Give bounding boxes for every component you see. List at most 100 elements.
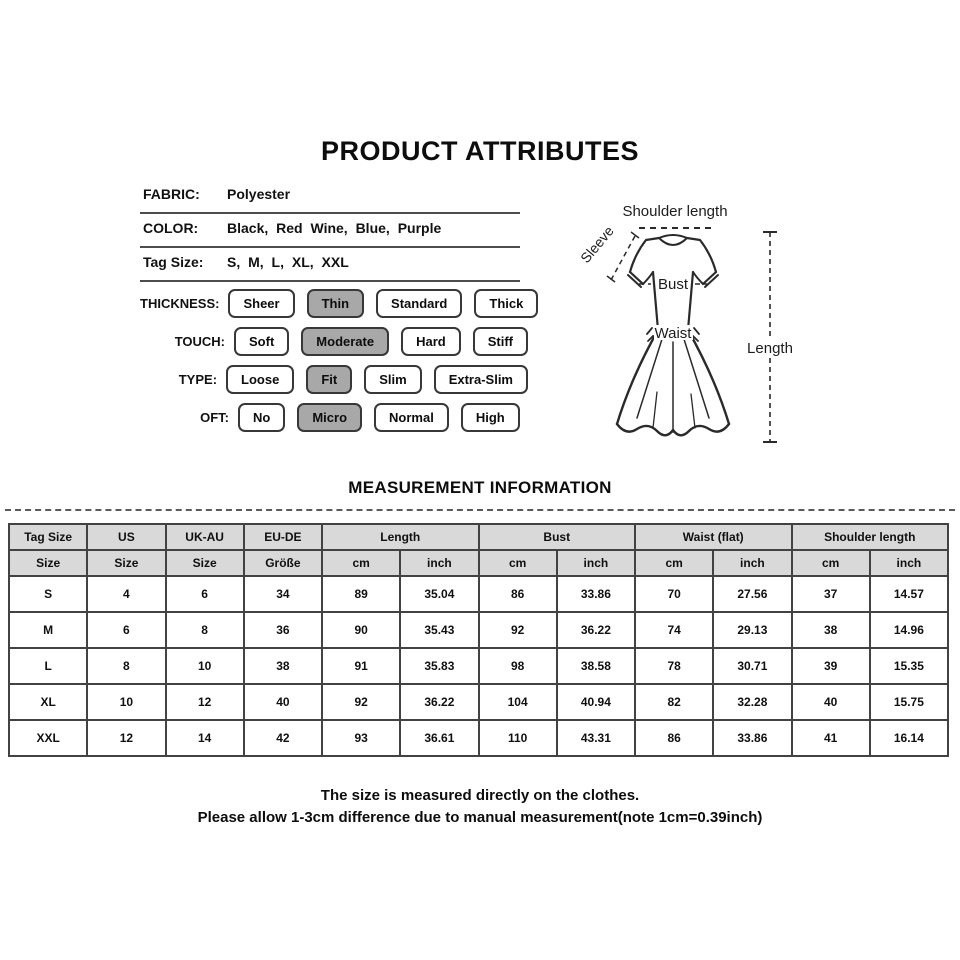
table-cell: 86 xyxy=(477,575,558,613)
waist-label: Waist xyxy=(655,325,693,342)
shoulder-length-label: Shoulder length xyxy=(622,203,727,220)
subheader-shoulder-inch: inch xyxy=(868,549,950,577)
table-cell: 82 xyxy=(633,683,715,721)
note-line-2: Please allow 1-3cm difference due to man… xyxy=(197,809,763,826)
table-cell: 15.75 xyxy=(868,683,950,721)
subheader-groesse: Größe xyxy=(242,549,324,577)
table-cell: 14.96 xyxy=(868,611,950,649)
oft-option-normal[interactable]: Normal xyxy=(374,402,449,432)
type-option-fit[interactable]: Fit xyxy=(306,364,353,394)
table-cell: 36.61 xyxy=(399,719,480,757)
table-cell: 10 xyxy=(164,647,245,685)
table-cell: 42 xyxy=(242,719,324,757)
table-cell: 35.43 xyxy=(399,611,480,649)
table-cell: 38.58 xyxy=(555,647,637,685)
table-cell: 12 xyxy=(86,719,167,757)
subheader-waist-cm: cm xyxy=(633,549,715,577)
attribute-row-color: COLOR: Black, Red Wine, Blue, Purple xyxy=(140,214,520,248)
header-tag-size: Tag Size xyxy=(7,523,89,551)
thickness-option-thin[interactable]: Thin xyxy=(306,288,365,318)
table-cell: 29.13 xyxy=(712,611,793,649)
table-cell: 104 xyxy=(477,683,558,721)
table-cell: 37 xyxy=(790,575,871,613)
table-row: XXL 12 14 42 93 36.61 110 43.31 86 33.86 41 16.14 xyxy=(7,719,950,757)
measurement-notes: The size is measured directly on the clo… xyxy=(0,785,960,829)
table-cell: 39 xyxy=(790,647,871,685)
table-cell: 16.14 xyxy=(868,719,950,757)
subheader-bust-inch: inch xyxy=(555,549,637,577)
size-table-header: Tag Size US UK-AU EU-DE Length Bust Wais… xyxy=(7,523,950,577)
size-table: Tag Size US UK-AU EU-DE Length Bust Wais… xyxy=(7,523,950,757)
measurement-title: MEASUREMENT INFORMATION xyxy=(348,478,612,497)
table-cell: XXL xyxy=(7,719,89,757)
sleeve-line-tick-bottom xyxy=(606,275,616,283)
table-cell: 78 xyxy=(633,647,715,685)
table-cell: S xyxy=(7,575,89,613)
color-label: COLOR: xyxy=(143,220,199,236)
table-cell: 40 xyxy=(242,683,324,721)
subheader-shoulder-cm: cm xyxy=(790,549,871,577)
table-cell: 110 xyxy=(477,719,558,757)
header-waist: Waist (flat) xyxy=(634,523,793,551)
waist-label-bg xyxy=(654,325,693,340)
table-cell: 36.22 xyxy=(399,683,480,721)
oft-option-micro[interactable]: Micro xyxy=(297,402,363,432)
attribute-list: FABRIC: Polyester COLOR: Black, Red Wine… xyxy=(140,180,520,282)
oft-option-high[interactable]: High xyxy=(460,402,520,432)
thickness-option-sheer[interactable]: Sheer xyxy=(228,288,295,318)
table-cell: 10 xyxy=(86,683,167,721)
type-option-slim[interactable]: Slim xyxy=(364,364,422,394)
color-value: Black, Red Wine, Blue, Purple xyxy=(227,220,442,236)
table-cell: 35.83 xyxy=(399,647,480,685)
table-cell: 8 xyxy=(164,611,245,649)
table-row: S 4 6 34 89 35.04 86 33.86 70 27.56 37 14.57 xyxy=(7,575,950,613)
subheader-size-2: Size xyxy=(86,549,167,577)
thickness-option-thick[interactable]: Thick xyxy=(474,288,539,318)
table-cell: 30.71 xyxy=(712,647,793,685)
header-uk-au: UK-AU xyxy=(164,523,245,551)
header-eu-de: EU-DE xyxy=(242,523,324,551)
attribute-row-fabric: FABRIC: Polyester xyxy=(140,180,520,214)
sleeve-line-tick-top xyxy=(630,231,640,239)
dress-outline xyxy=(615,234,731,437)
tag-size-label: Tag Size: xyxy=(143,254,204,270)
table-header-row-units: Size Size Size Größe cm inch cm inch cm … xyxy=(7,549,950,577)
touch-option-moderate[interactable]: Moderate xyxy=(301,326,390,356)
type-option-extra-slim[interactable]: Extra-Slim xyxy=(433,364,528,394)
table-cell: 14 xyxy=(164,719,245,757)
table-cell: 89 xyxy=(320,575,402,613)
table-cell: 8 xyxy=(86,647,167,685)
table-cell: 15.35 xyxy=(868,647,950,685)
table-row: M 6 8 36 90 35.43 92 36.22 74 29.13 38 14.96 xyxy=(7,611,950,649)
touch-option-soft[interactable]: Soft xyxy=(234,326,290,356)
table-row: L 8 10 38 91 35.83 98 38.58 78 30.71 39 15.35 xyxy=(7,647,950,685)
table-cell: 92 xyxy=(477,611,558,649)
table-cell: 41 xyxy=(790,719,871,757)
sleeve-label: Sleeve xyxy=(577,223,617,266)
note-line-1: The size is measured directly on the clo… xyxy=(320,787,640,804)
touch-option-stiff[interactable]: Stiff xyxy=(472,326,528,356)
table-cell: 6 xyxy=(164,575,245,613)
table-cell: 36 xyxy=(242,611,324,649)
table-cell: 36.22 xyxy=(555,611,637,649)
thickness-option-standard[interactable]: Standard xyxy=(376,288,463,318)
table-cell: 27.56 xyxy=(712,575,793,613)
table-cell: 35.04 xyxy=(399,575,480,613)
type-label: TYPE: xyxy=(178,371,218,387)
subheader-size-3: Size xyxy=(164,549,245,577)
dress-measurement-diagram: Shoulder length Sleeve xyxy=(573,192,807,450)
table-cell: 98 xyxy=(477,647,558,685)
header-length: Length xyxy=(321,523,480,551)
table-cell: 70 xyxy=(633,575,715,613)
option-group: THICKNESS: Sheer Thin Standard Thick TOU… xyxy=(140,284,540,432)
oft-option-no[interactable]: No xyxy=(238,402,286,432)
type-option-loose[interactable]: Loose xyxy=(226,364,295,394)
table-cell: 33.86 xyxy=(712,719,793,757)
touch-option-hard[interactable]: Hard xyxy=(401,326,461,356)
length-label-bg xyxy=(745,340,795,356)
table-cell: 40.94 xyxy=(555,683,637,721)
table-cell: 34 xyxy=(242,575,324,613)
table-cell: 74 xyxy=(633,611,715,649)
length-label: Length xyxy=(747,340,793,357)
